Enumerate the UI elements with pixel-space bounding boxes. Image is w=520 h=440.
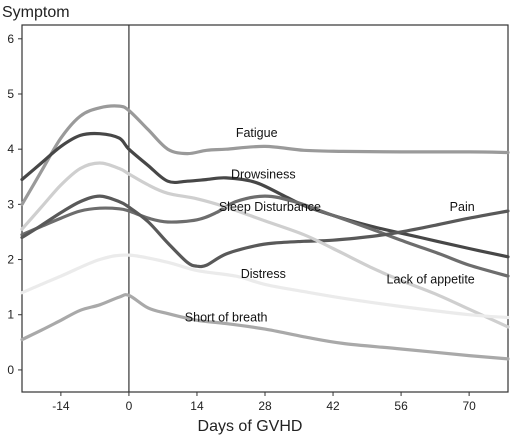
x-tick-label: -14 xyxy=(52,399,70,413)
series-label-pain: Pain xyxy=(450,200,475,214)
series-line-lack-of-appetite xyxy=(20,161,510,329)
series-line-fatigue xyxy=(20,104,510,206)
series-label-sleep-disturbance: Sleep Disturbance xyxy=(219,200,321,214)
x-tick-label: 14 xyxy=(190,399,204,413)
y-tick-label: 0 xyxy=(7,363,14,377)
y-tick-label: 3 xyxy=(7,197,14,211)
x-tick-label: 42 xyxy=(326,399,340,413)
x-tick-label: 56 xyxy=(394,399,408,413)
series-label-distress: Distress xyxy=(241,267,286,281)
y-axis-title: Symptom xyxy=(2,4,70,21)
x-tick-label: 70 xyxy=(462,399,476,413)
y-tick-label: 1 xyxy=(7,308,14,322)
series-label-fatigue: Fatigue xyxy=(236,126,278,140)
series-line-short-of-breath xyxy=(20,293,510,361)
series-line-drowsiness xyxy=(20,131,510,259)
series-label-short-of-breath: Short of breath xyxy=(185,310,268,324)
y-tick-label: 2 xyxy=(7,253,14,267)
series-label-drowsiness: Drowsiness xyxy=(231,167,296,181)
series-label-lack-of-appetite: Lack of appetite xyxy=(387,272,475,286)
x-tick-label: 28 xyxy=(258,399,272,413)
series-line-distress xyxy=(20,253,510,320)
series-line-sleep-disturbance xyxy=(20,194,510,278)
y-tick-label: 6 xyxy=(7,32,14,46)
x-axis-title: Days of GVHD xyxy=(198,418,303,435)
y-tick-label: 5 xyxy=(7,87,14,101)
y-tick-label: 4 xyxy=(7,142,14,156)
series-line-pain xyxy=(20,194,510,269)
x-tick-label: 0 xyxy=(126,399,133,413)
